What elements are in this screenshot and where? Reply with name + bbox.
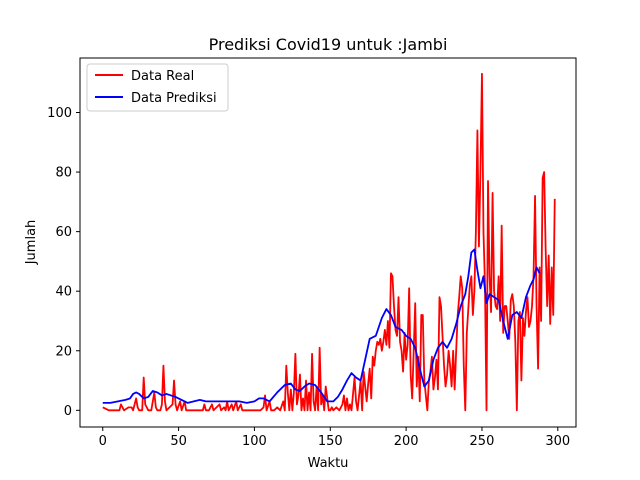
legend-label-data-prediksi: Data Prediksi: [131, 91, 217, 106]
y-axis-label: Jumlah: [24, 220, 39, 266]
y-tick-label: 20: [55, 344, 72, 359]
chart-title: Prediksi Covid19 untuk :Jambi: [209, 35, 448, 54]
x-tick-label: 250: [470, 434, 495, 449]
x-tick-label: 200: [394, 434, 419, 449]
legend: Data Real Data Prediksi: [86, 63, 229, 112]
y-axis: 0 20 40 60 80 100: [47, 106, 80, 419]
x-tick-label: 150: [318, 434, 343, 449]
y-tick-label: 0: [64, 404, 72, 419]
y-tick-label: 100: [47, 106, 72, 121]
y-tick-label: 60: [55, 225, 72, 240]
x-tick-label: 50: [170, 434, 187, 449]
y-tick-label: 40: [55, 285, 72, 300]
series-line-data-prediksi: [102, 248, 541, 404]
legend-label-data-real: Data Real: [131, 69, 194, 84]
x-axis: 0 50 100 150 200 250 300: [99, 427, 570, 449]
x-axis-label: Waktu: [308, 456, 349, 471]
y-tick-label: 80: [55, 166, 72, 181]
x-tick-label: 300: [545, 434, 570, 449]
series-layer: [102, 72, 556, 412]
series-line-data-real: [102, 72, 556, 412]
plot-area: 0 50 100 150 200 250 300 0 20 40 60 80 100: [47, 57, 577, 449]
x-tick-label: 0: [99, 434, 107, 449]
x-tick-label: 100: [242, 434, 267, 449]
axes-frame: [79, 57, 577, 428]
